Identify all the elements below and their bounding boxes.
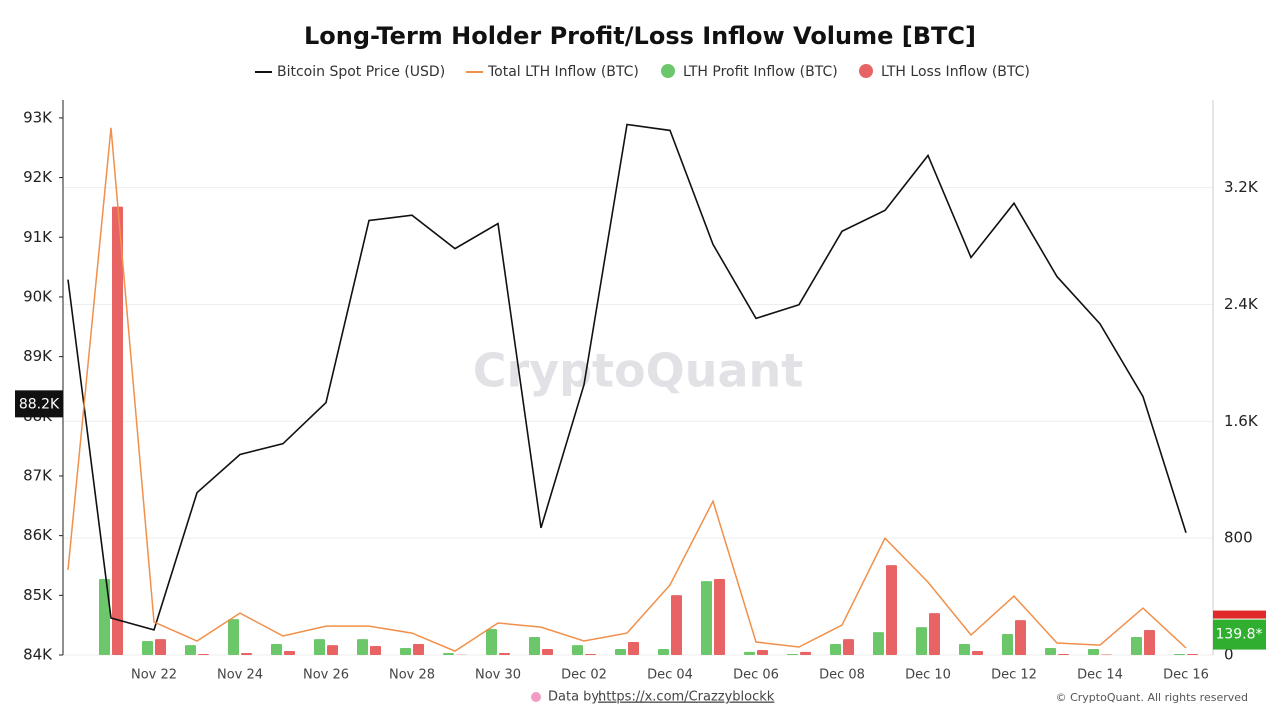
credit-link[interactable]: https://x.com/Crazzyblockk xyxy=(598,690,775,705)
bar xyxy=(529,637,540,655)
bar xyxy=(443,652,454,655)
bar xyxy=(542,649,553,655)
bar xyxy=(1174,653,1185,655)
bar xyxy=(327,645,338,655)
x-tick-label: Dec 04 xyxy=(647,668,693,683)
bar xyxy=(671,595,682,655)
bar xyxy=(142,640,153,655)
inflow-tag-label: 139.8* xyxy=(1215,627,1262,643)
y2-tick-label: 3.2K xyxy=(1224,178,1259,196)
x-tick-label: Nov 30 xyxy=(475,668,521,683)
bar xyxy=(271,644,282,655)
legend-marker xyxy=(661,64,675,78)
credit: Data by: xyxy=(548,690,603,705)
brain-icon xyxy=(531,692,541,702)
bar xyxy=(929,613,940,655)
y2-tick-label: 0 xyxy=(1224,646,1234,664)
y-tick-label: 92K xyxy=(23,168,53,186)
chart-title: Long-Term Holder Profit/Loss Inflow Volu… xyxy=(304,22,976,50)
bar xyxy=(572,645,583,655)
x-tick-label: Nov 26 xyxy=(303,668,349,683)
y-tick-label: 93K xyxy=(23,108,53,126)
y-tick-label: 84K xyxy=(23,646,53,664)
x-tick-label: Nov 28 xyxy=(389,668,435,683)
x-tick-label: Dec 10 xyxy=(905,668,951,683)
x-tick-label: Nov 22 xyxy=(131,668,177,683)
y-tick-label: 89K xyxy=(23,347,53,365)
bar xyxy=(486,629,497,655)
bar xyxy=(185,645,196,655)
x-tick-label: Dec 16 xyxy=(1163,668,1209,683)
bar xyxy=(658,649,669,655)
bar xyxy=(714,579,725,655)
bar xyxy=(1002,633,1013,655)
bar xyxy=(585,653,596,655)
bar xyxy=(112,206,123,656)
y-tick-label: 90K xyxy=(23,287,53,305)
legend-label: LTH Loss Inflow (BTC) xyxy=(881,64,1030,80)
x-tick-label: Dec 08 xyxy=(819,668,865,683)
bar xyxy=(916,627,927,655)
x-tick-label: Dec 12 xyxy=(991,668,1037,683)
y-tick-label: 91K xyxy=(23,228,53,246)
bar xyxy=(1045,647,1056,655)
bar xyxy=(959,644,970,655)
bar xyxy=(886,565,897,655)
y2-tick-label: 2.4K xyxy=(1224,295,1259,313)
bar xyxy=(314,639,325,655)
bar xyxy=(241,652,252,655)
copyright: © CryptoQuant. All rights reserved xyxy=(1056,691,1248,704)
bar xyxy=(615,649,626,655)
bar xyxy=(370,645,381,655)
bar xyxy=(830,644,841,655)
loss-tag xyxy=(1213,610,1266,619)
x-tick-label: Dec 14 xyxy=(1077,668,1123,683)
bar xyxy=(1015,620,1026,655)
x-tick-label: Dec 06 xyxy=(733,668,779,683)
bar xyxy=(99,579,110,655)
line-series xyxy=(67,123,1187,631)
legend-label: Bitcoin Spot Price (USD) xyxy=(277,64,445,80)
bar xyxy=(198,653,209,655)
line-series xyxy=(67,127,1187,652)
bar xyxy=(628,642,639,655)
bar xyxy=(228,619,239,655)
y-tick-label: 85K xyxy=(23,586,53,604)
x-tick-label: Nov 24 xyxy=(217,668,263,683)
bar xyxy=(284,651,295,655)
bar xyxy=(499,652,510,655)
bar xyxy=(843,639,854,655)
price-tag xyxy=(15,390,63,418)
bar xyxy=(1088,649,1099,655)
bar xyxy=(155,639,166,655)
x-tick-label: Dec 02 xyxy=(561,668,607,683)
bar xyxy=(1144,630,1155,655)
y2-tick-label: 800 xyxy=(1224,529,1253,547)
bar xyxy=(413,644,424,655)
watermark: CryptoQuant xyxy=(473,344,804,398)
legend-label: Total LTH Inflow (BTC) xyxy=(487,64,639,80)
bar xyxy=(1131,637,1142,655)
bar xyxy=(744,651,755,655)
bar xyxy=(972,651,983,655)
bar xyxy=(787,653,798,655)
y2-tick-label: 1.6K xyxy=(1224,412,1259,430)
bar xyxy=(400,647,411,655)
bar xyxy=(757,650,768,655)
bar xyxy=(1058,653,1069,655)
legend-label: LTH Profit Inflow (BTC) xyxy=(683,64,838,80)
bar xyxy=(1187,653,1198,655)
y-tick-label: 86K xyxy=(23,526,53,544)
bar xyxy=(873,632,884,655)
bar xyxy=(357,639,368,655)
price-tag-label: 88.2K xyxy=(19,396,60,412)
y-tick-label: 87K xyxy=(23,466,53,484)
legend-marker xyxy=(859,64,873,78)
inflow-tag xyxy=(1213,619,1266,650)
bar xyxy=(701,581,712,655)
bar xyxy=(800,651,811,655)
